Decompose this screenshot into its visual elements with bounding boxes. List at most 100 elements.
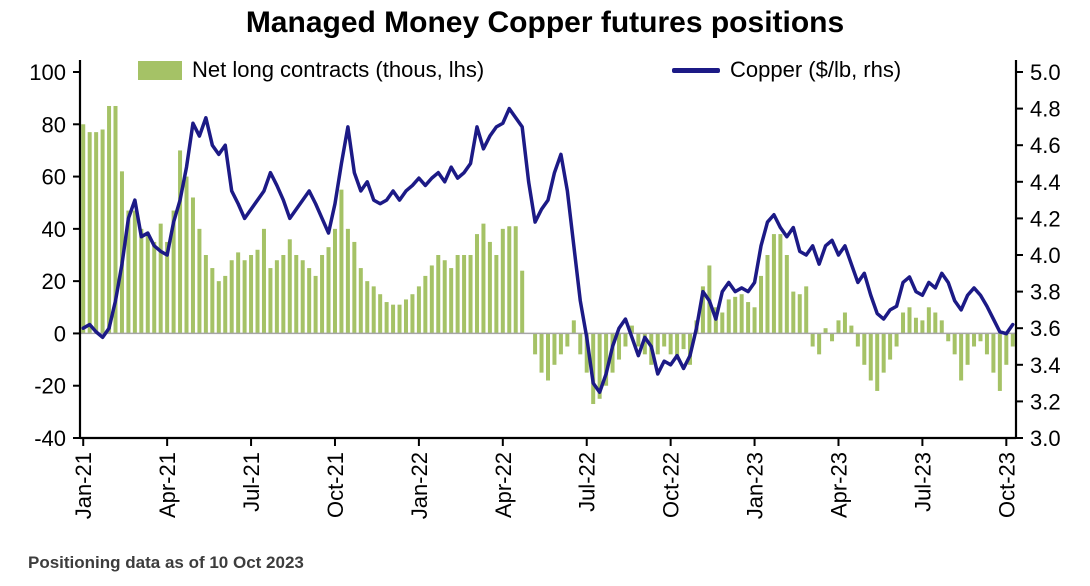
bar <box>197 228 202 334</box>
bar <box>274 260 279 334</box>
bar <box>791 291 796 334</box>
left-axis-tick-label: 60 <box>42 165 66 190</box>
bar <box>797 294 802 334</box>
left-axis-tick-label: -20 <box>34 374 66 399</box>
bar <box>184 176 189 334</box>
right-axis-tick-label: 3.2 <box>1030 389 1061 414</box>
bar <box>733 296 738 334</box>
bar <box>300 260 305 334</box>
bar <box>571 320 576 334</box>
legend-label-net-long: Net long contracts (thous, lhs) <box>192 57 485 82</box>
right-axis-tick-label: 4.6 <box>1030 133 1061 158</box>
bar <box>907 307 912 334</box>
bar <box>720 312 725 334</box>
bar <box>668 333 673 355</box>
left-axis-tick-label: 40 <box>42 217 66 242</box>
bar <box>365 281 370 334</box>
line-swatch-icon <box>672 67 720 73</box>
bar <box>965 333 970 365</box>
bar <box>642 333 647 355</box>
bar <box>952 333 957 355</box>
bar <box>520 270 525 334</box>
bar <box>507 226 512 334</box>
bar <box>397 304 402 334</box>
bar <box>190 197 195 334</box>
bar <box>468 255 473 334</box>
bar <box>384 302 389 334</box>
bar <box>455 255 460 334</box>
bar <box>474 234 479 334</box>
bar <box>107 105 112 334</box>
bar <box>959 333 964 381</box>
bar <box>255 249 260 334</box>
bar <box>552 333 557 365</box>
bar <box>281 255 286 334</box>
bar <box>823 328 828 334</box>
bar <box>145 234 150 334</box>
bar <box>268 268 273 334</box>
left-axis-tick-label: 0 <box>54 321 66 346</box>
bar <box>675 333 680 360</box>
bar <box>655 333 660 355</box>
x-axis-tick-label: Jan-21 <box>71 452 96 519</box>
right-axis-tick-label: 3.0 <box>1030 426 1061 451</box>
bar <box>313 275 318 334</box>
left-axis-tick-label: 20 <box>42 269 66 294</box>
right-axis-tick-label: 4.4 <box>1030 170 1061 195</box>
bar <box>87 132 92 334</box>
bar <box>449 268 454 334</box>
bar <box>810 333 815 347</box>
right-axis-tick-label: 4.8 <box>1030 97 1061 122</box>
bar <box>513 226 518 334</box>
bar <box>326 247 331 334</box>
bar <box>739 294 744 334</box>
x-axis-tick-label: Jul-22 <box>575 452 600 512</box>
bar <box>875 333 880 391</box>
bar <box>287 239 292 334</box>
bar <box>113 105 118 334</box>
bar <box>500 228 505 334</box>
bar <box>462 255 467 334</box>
bar <box>636 333 641 347</box>
bar <box>320 255 325 334</box>
bar <box>894 333 899 347</box>
x-axis-tick-label: Jul-21 <box>239 452 264 512</box>
bar <box>991 333 996 373</box>
bar <box>81 124 86 334</box>
bar <box>771 234 776 334</box>
bar <box>972 333 977 347</box>
bar <box>700 286 705 334</box>
bar <box>1010 333 1015 347</box>
bar <box>249 255 254 334</box>
bar <box>242 260 247 334</box>
bar <box>416 286 421 334</box>
bar <box>558 333 563 355</box>
bar <box>726 299 731 334</box>
bar <box>345 228 350 334</box>
bar <box>584 333 589 373</box>
bar <box>332 228 337 334</box>
copper-price-line <box>81 106 1015 394</box>
bar <box>746 302 751 334</box>
bar <box>210 268 215 334</box>
bar <box>978 333 983 342</box>
bar <box>539 333 544 373</box>
legend-item-net-long: Net long contracts (thous, lhs) <box>138 57 484 83</box>
bar <box>681 333 686 350</box>
bar <box>436 255 441 334</box>
left-axis-tick-label: 100 <box>29 60 66 85</box>
bar <box>294 255 299 334</box>
right-axis-tick-label: 4.2 <box>1030 206 1061 231</box>
bar <box>371 286 376 334</box>
bar <box>378 294 383 334</box>
bar <box>358 268 363 334</box>
bar <box>591 333 596 405</box>
bar <box>216 281 221 334</box>
bar <box>752 307 757 334</box>
bar <box>849 325 854 334</box>
bar <box>817 333 822 355</box>
bar <box>765 255 770 334</box>
bar <box>126 210 131 334</box>
bar <box>533 333 538 355</box>
bar <box>830 333 835 342</box>
